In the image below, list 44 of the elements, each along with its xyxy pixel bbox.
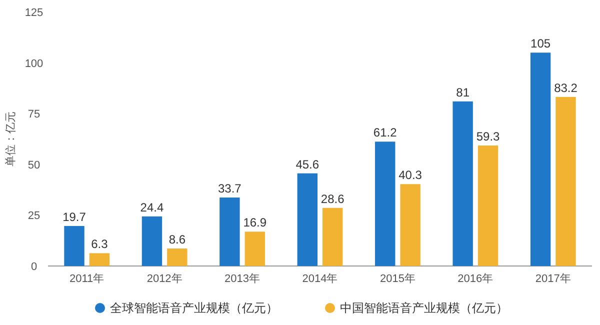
bar <box>220 198 240 266</box>
data-label: 33.7 <box>218 182 242 196</box>
bar <box>452 101 473 266</box>
data-label: 40.3 <box>398 168 422 182</box>
y-tick-label: 0 <box>30 261 38 273</box>
x-tick-label: 2017年 <box>535 273 571 285</box>
data-label: 61.2 <box>373 126 398 140</box>
bar <box>530 52 551 266</box>
bar <box>556 96 576 266</box>
legend-label: 全球智能语音产业规模（亿元） <box>110 301 278 315</box>
data-label: 59.3 <box>476 130 500 144</box>
bar <box>89 253 110 266</box>
data-label: 16.9 <box>243 216 267 230</box>
data-label: 8.6 <box>168 232 186 247</box>
legend-label: 中国智能语音产业规模（亿元） <box>340 301 508 315</box>
data-label: 83.2 <box>554 80 578 95</box>
data-label: 6.3 <box>91 237 108 252</box>
x-tick-label: 2015年 <box>380 273 416 285</box>
data-label: 81 <box>456 85 470 100</box>
x-tick-label: 2012年 <box>146 273 182 285</box>
y-tick-label: 125 <box>24 7 44 19</box>
y-tick-label: 100 <box>24 58 44 70</box>
y-tick-label: 75 <box>28 108 40 121</box>
y-tick-label: 50 <box>28 159 40 172</box>
x-tick-label: 2016年 <box>458 273 494 285</box>
data-label: 24.4 <box>140 200 164 214</box>
bar <box>142 216 162 266</box>
bar <box>64 226 84 266</box>
x-tick-label: 2013年 <box>224 273 260 285</box>
x-tick-label: 2014年 <box>302 273 338 285</box>
bar <box>322 208 343 266</box>
data-label: 19.7 <box>62 210 86 224</box>
data-label: 28.6 <box>320 192 345 206</box>
bar <box>167 248 188 266</box>
bar <box>400 184 420 266</box>
y-axis-title: 单位：亿元 <box>4 112 17 166</box>
y-tick-label: 25 <box>28 210 40 222</box>
bar <box>244 232 265 266</box>
bar <box>297 173 318 266</box>
bar <box>478 146 498 266</box>
bar <box>375 142 396 266</box>
data-label: 105 <box>530 36 551 51</box>
x-tick-label: 2011年 <box>70 273 104 285</box>
data-label: 45.6 <box>296 157 320 172</box>
